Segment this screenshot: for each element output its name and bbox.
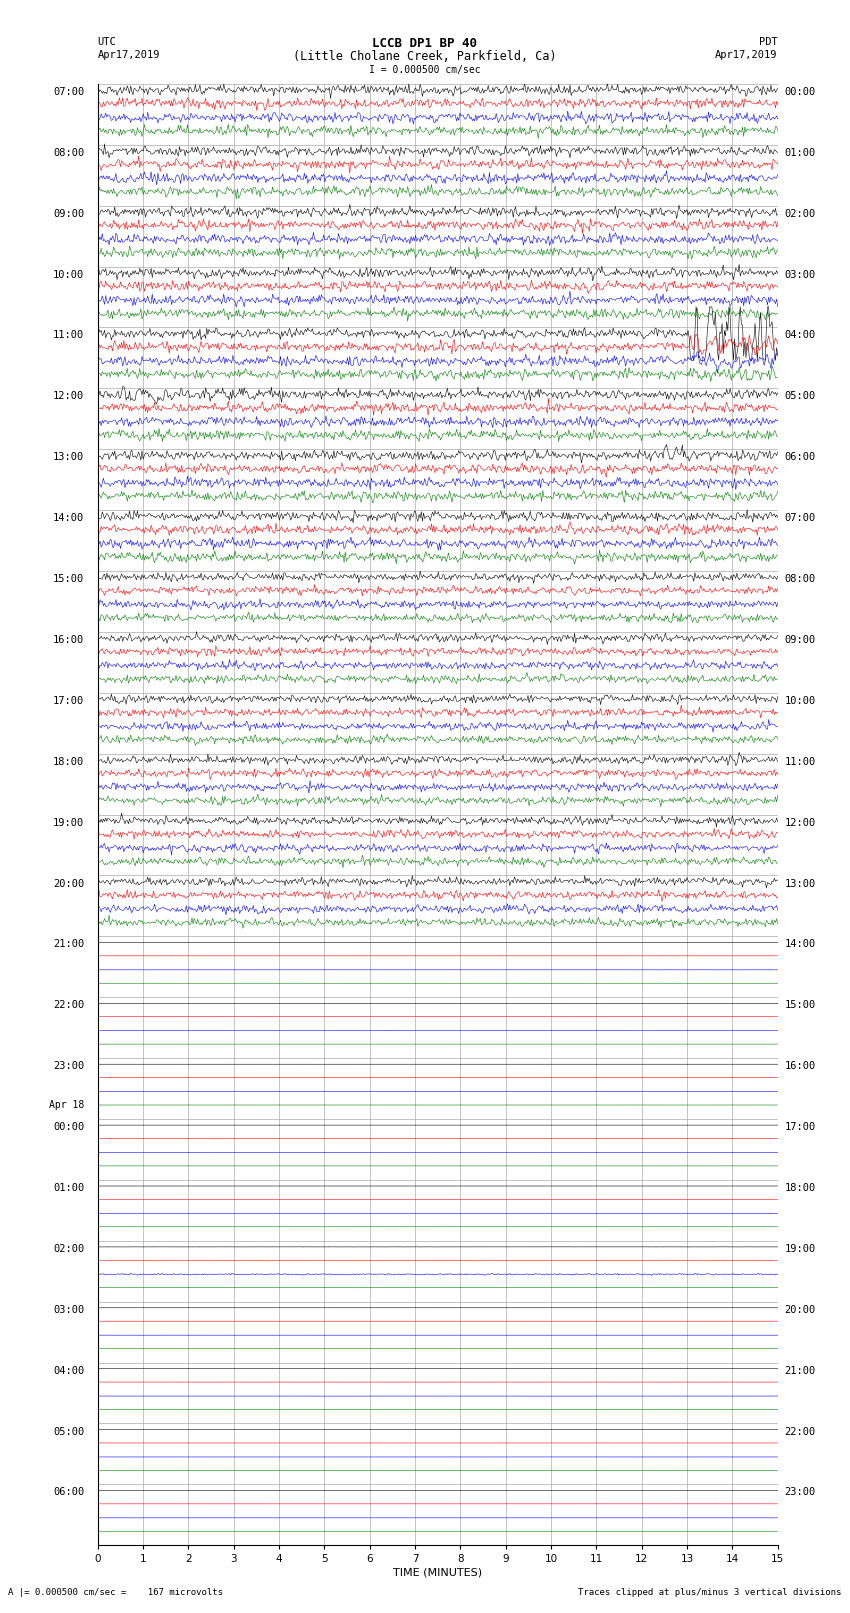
Text: Apr 18: Apr 18: [49, 1100, 84, 1110]
Text: 03:00: 03:00: [53, 1305, 84, 1315]
Text: 22:00: 22:00: [785, 1426, 816, 1437]
Text: 21:00: 21:00: [785, 1366, 816, 1376]
Text: 06:00: 06:00: [785, 452, 816, 463]
Text: 08:00: 08:00: [785, 574, 816, 584]
Text: LCCB DP1 BP 40: LCCB DP1 BP 40: [372, 37, 478, 50]
Text: (Little Cholane Creek, Parkfield, Ca): (Little Cholane Creek, Parkfield, Ca): [293, 50, 557, 63]
Text: 04:00: 04:00: [785, 331, 816, 340]
Text: UTC: UTC: [98, 37, 116, 47]
Text: 14:00: 14:00: [53, 513, 84, 523]
Text: 01:00: 01:00: [785, 148, 816, 158]
Text: 09:00: 09:00: [785, 636, 816, 645]
Text: 19:00: 19:00: [53, 818, 84, 827]
Text: 09:00: 09:00: [53, 208, 84, 219]
Text: 16:00: 16:00: [53, 636, 84, 645]
Text: 11:00: 11:00: [785, 756, 816, 766]
Text: 23:00: 23:00: [53, 1061, 84, 1071]
Text: 03:00: 03:00: [785, 269, 816, 279]
Text: A |= 0.000500 cm/sec =    167 microvolts: A |= 0.000500 cm/sec = 167 microvolts: [8, 1587, 224, 1597]
Text: 18:00: 18:00: [785, 1182, 816, 1194]
Text: 20:00: 20:00: [785, 1305, 816, 1315]
Text: 14:00: 14:00: [785, 939, 816, 950]
Text: 17:00: 17:00: [785, 1123, 816, 1132]
Text: 05:00: 05:00: [785, 392, 816, 402]
Text: 18:00: 18:00: [53, 756, 84, 766]
Text: 23:00: 23:00: [785, 1487, 816, 1497]
Text: 07:00: 07:00: [785, 513, 816, 523]
Text: 04:00: 04:00: [53, 1366, 84, 1376]
Text: PDT: PDT: [759, 37, 778, 47]
Text: 02:00: 02:00: [53, 1244, 84, 1253]
Text: 11:00: 11:00: [53, 331, 84, 340]
Text: 15:00: 15:00: [53, 574, 84, 584]
Text: 10:00: 10:00: [785, 695, 816, 706]
Text: 13:00: 13:00: [785, 879, 816, 889]
Text: 08:00: 08:00: [53, 148, 84, 158]
Text: 15:00: 15:00: [785, 1000, 816, 1010]
Text: 10:00: 10:00: [53, 269, 84, 279]
Text: 22:00: 22:00: [53, 1000, 84, 1010]
Text: 07:00: 07:00: [53, 87, 84, 97]
Text: 13:00: 13:00: [53, 452, 84, 463]
Text: 01:00: 01:00: [53, 1182, 84, 1194]
Text: 00:00: 00:00: [53, 1123, 84, 1132]
Text: 19:00: 19:00: [785, 1244, 816, 1253]
Text: 02:00: 02:00: [785, 208, 816, 219]
Text: 00:00: 00:00: [785, 87, 816, 97]
Text: Traces clipped at plus/minus 3 vertical divisions: Traces clipped at plus/minus 3 vertical …: [578, 1587, 842, 1597]
Text: Apr17,2019: Apr17,2019: [715, 50, 778, 60]
Text: 17:00: 17:00: [53, 695, 84, 706]
Text: I = 0.000500 cm/sec: I = 0.000500 cm/sec: [369, 65, 481, 74]
Text: 12:00: 12:00: [53, 392, 84, 402]
Text: 20:00: 20:00: [53, 879, 84, 889]
Text: 05:00: 05:00: [53, 1426, 84, 1437]
Text: 16:00: 16:00: [785, 1061, 816, 1071]
Text: 21:00: 21:00: [53, 939, 84, 950]
X-axis label: TIME (MINUTES): TIME (MINUTES): [394, 1568, 482, 1578]
Text: 12:00: 12:00: [785, 818, 816, 827]
Text: 06:00: 06:00: [53, 1487, 84, 1497]
Text: Apr17,2019: Apr17,2019: [98, 50, 161, 60]
